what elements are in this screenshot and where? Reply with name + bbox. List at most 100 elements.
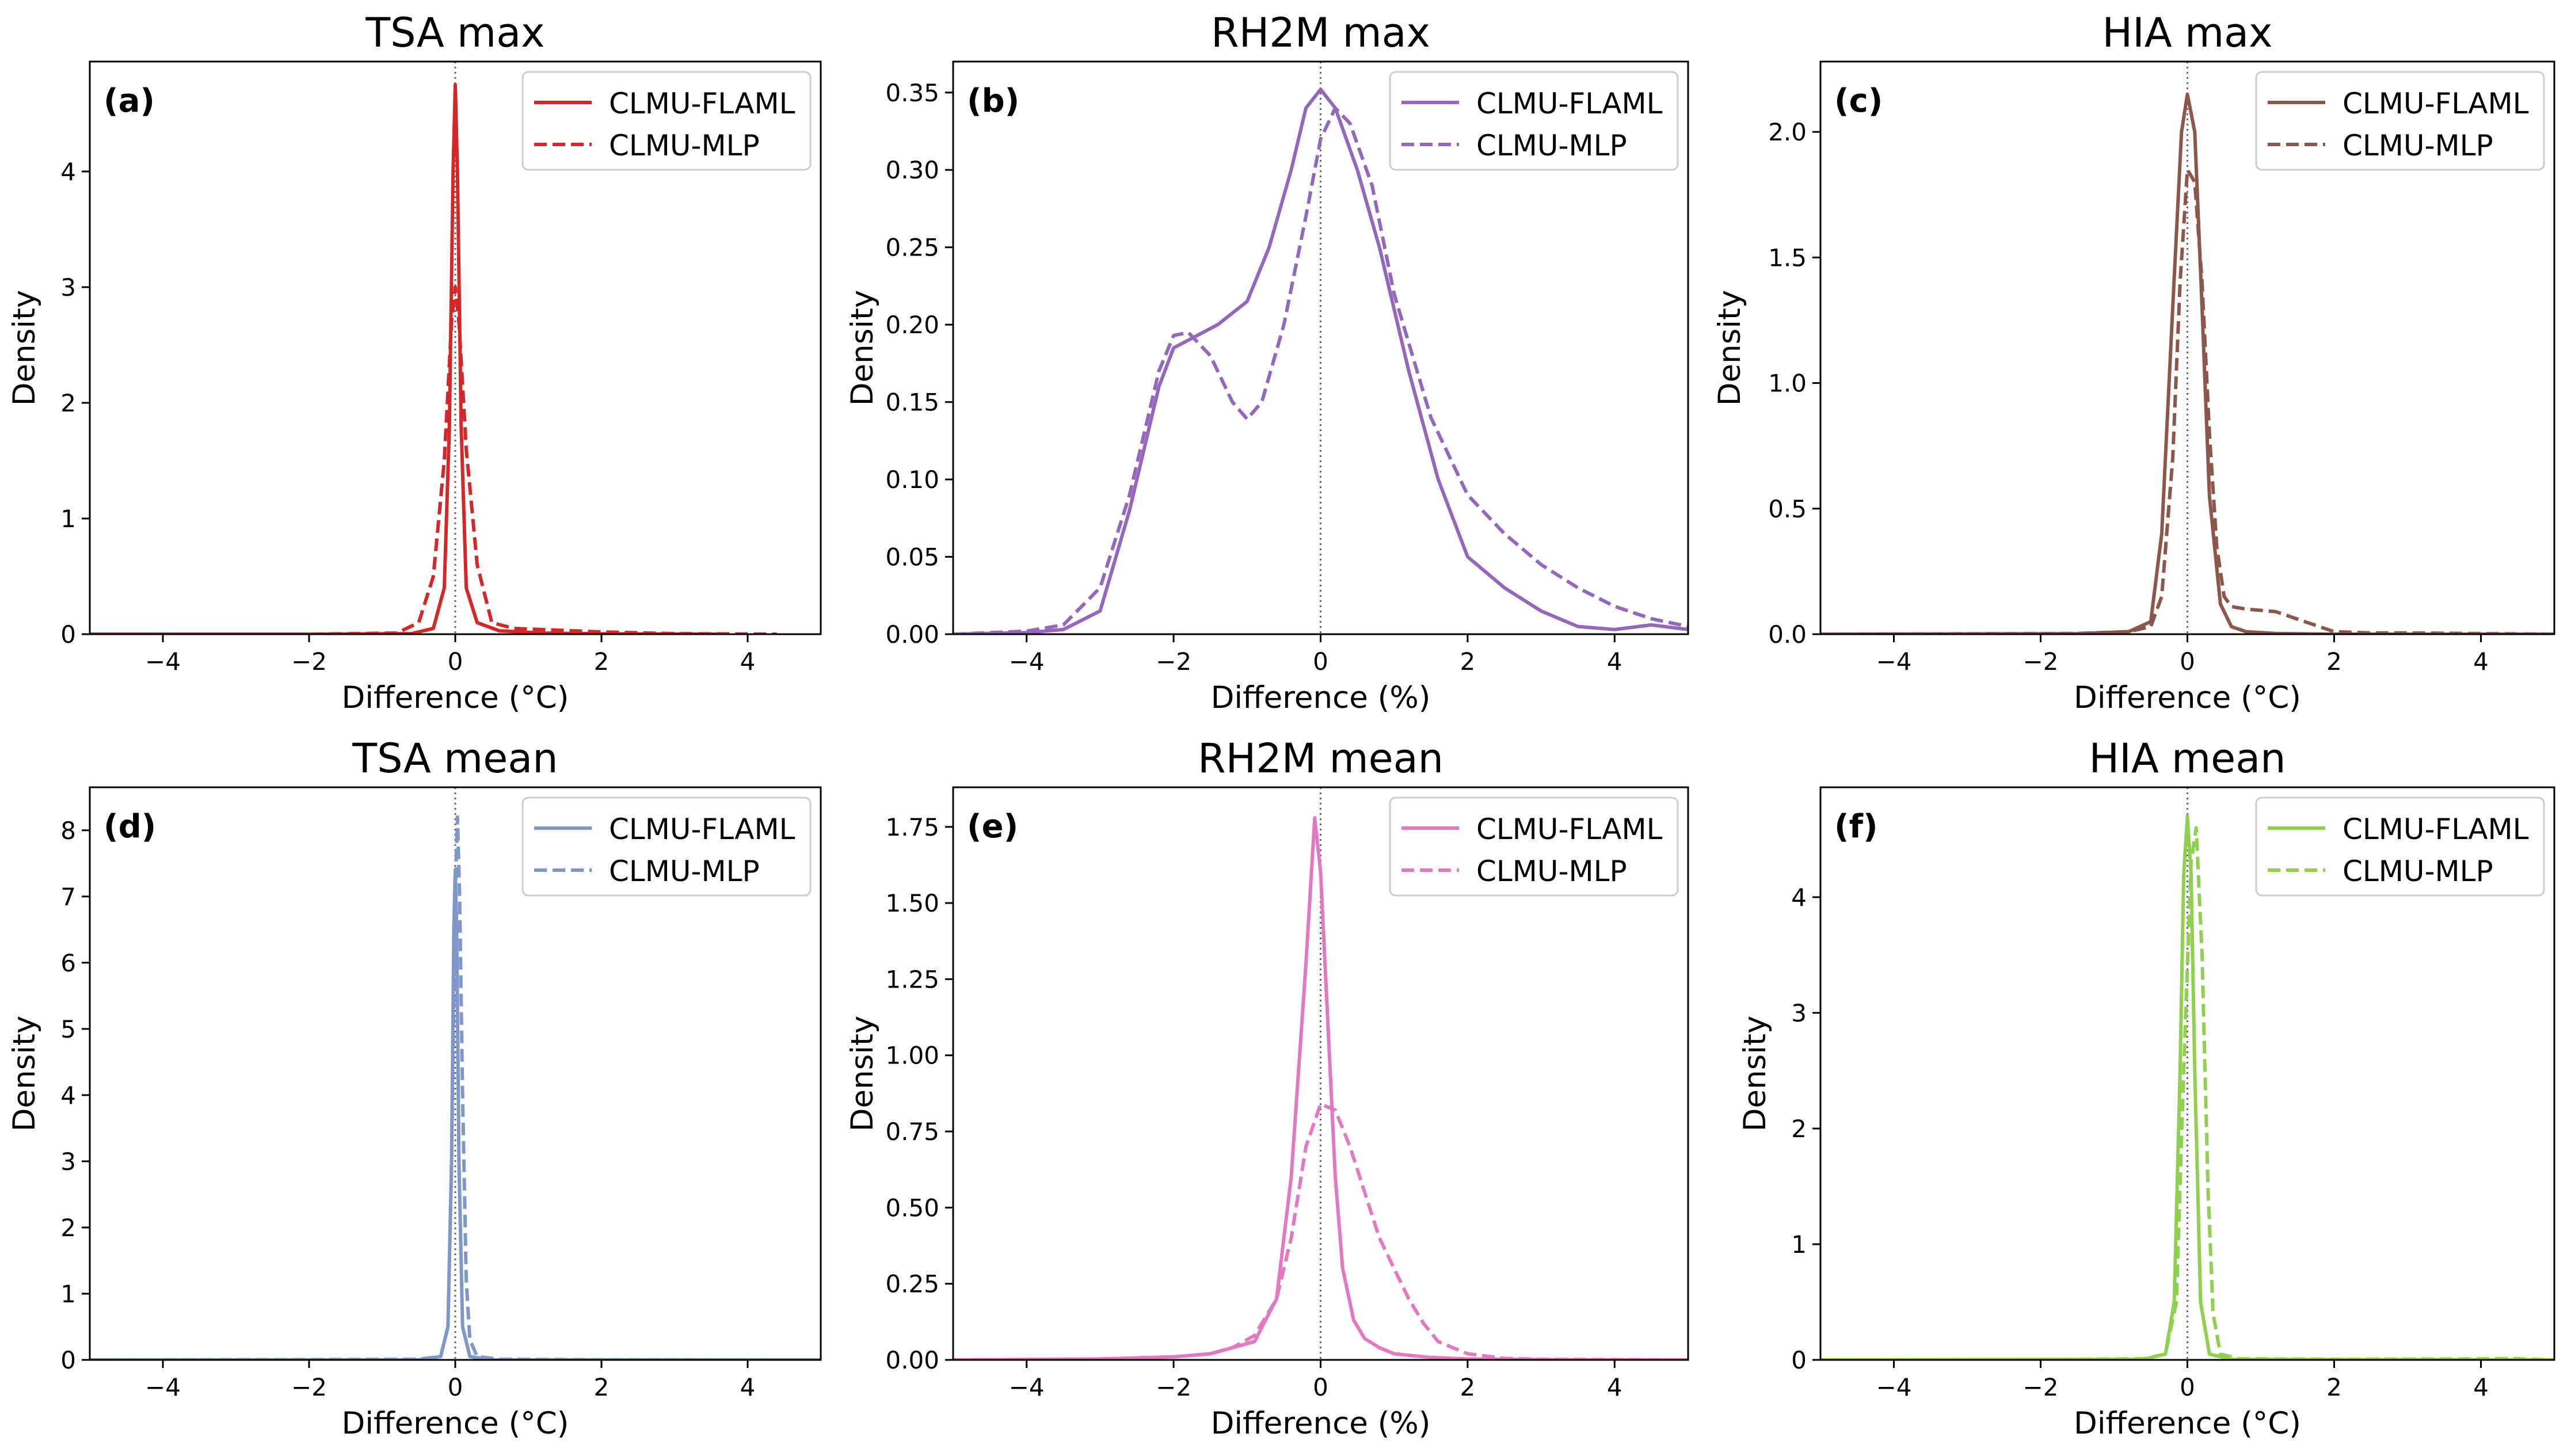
chart-title: TSA max <box>365 9 544 56</box>
y-tick-label: 0.00 <box>885 620 939 649</box>
y-axis-label: Density <box>1738 1016 1773 1132</box>
legend-label: CLMU-MLP <box>2343 129 2493 162</box>
x-tick-label: 4 <box>740 1373 756 1401</box>
plot-frame <box>1819 60 2555 635</box>
legend-label: CLMU-MLP <box>2343 855 2493 888</box>
y-tick-label: 1 <box>60 505 76 533</box>
x-tick-label: 2 <box>1460 1373 1476 1401</box>
panel-label: (e) <box>967 808 1018 845</box>
chart-title: TSA mean <box>352 735 558 782</box>
y-tick-label: 0.15 <box>885 388 939 417</box>
y-tick-label: 2 <box>60 389 76 417</box>
y-tick-label: 2 <box>1791 1115 1807 1143</box>
y-tick-label: 6 <box>60 949 76 977</box>
x-axis-label: Difference (%) <box>1211 1406 1431 1441</box>
y-tick-label: 0.35 <box>885 79 939 107</box>
y-tick-label: 0.05 <box>885 543 939 571</box>
plot-frame <box>1819 786 2555 1361</box>
x-axis-label: Difference (°C) <box>2074 680 2301 715</box>
x-tick-label: −2 <box>291 647 327 676</box>
x-tick-label: −4 <box>145 647 181 676</box>
y-tick-label: 4 <box>60 158 76 186</box>
x-tick-label: 0 <box>448 647 463 676</box>
chart-title: HIA mean <box>2089 735 2286 782</box>
x-tick-label: 0 <box>1313 1373 1328 1401</box>
legend-label: CLMU-MLP <box>609 129 760 162</box>
y-tick-label: 0.75 <box>885 1118 939 1146</box>
x-tick-label: 2 <box>594 647 610 676</box>
x-tick-label: −2 <box>1156 647 1191 676</box>
plot-frame <box>952 60 1689 635</box>
x-tick-label: 4 <box>2473 647 2489 676</box>
x-tick-label: 4 <box>1607 647 1622 676</box>
y-tick-label: 0.25 <box>885 1270 939 1298</box>
y-tick-label: 5 <box>60 1015 76 1043</box>
legend-label: CLMU-FLAML <box>2343 813 2529 846</box>
plot-frame <box>89 786 822 1361</box>
y-tick-label: 0.10 <box>885 466 939 494</box>
panel-label: (f) <box>1834 808 1878 845</box>
x-tick-label: −4 <box>145 1373 181 1401</box>
x-tick-label: 2 <box>594 1373 610 1401</box>
series-line-clmu-mlp <box>953 1102 1688 1360</box>
chart-panel-6: HIA mean −4 −2 0 2 4 0 1 2 3 4 Difference (°C) Densi… <box>1738 735 2555 1441</box>
x-tick-label: −4 <box>1876 647 1912 676</box>
y-tick-label: 1 <box>60 1280 76 1308</box>
y-tick-label: 1.0 <box>1768 369 1807 398</box>
y-tick-label: 1.5 <box>1768 243 1807 272</box>
y-tick-label: 3 <box>60 1148 76 1176</box>
y-tick-label: 0.0 <box>1768 620 1807 649</box>
chart-panel-3: HIA max −4 −2 0 2 4 0.0 0.5 1.0 1.5 2.0 Difference … <box>1712 9 2555 715</box>
x-tick-label: 2 <box>2326 647 2342 676</box>
x-tick-label: 0 <box>1313 647 1328 676</box>
y-tick-label: 1.00 <box>885 1042 939 1070</box>
legend-box <box>521 796 812 897</box>
y-tick-label: 2 <box>60 1214 76 1242</box>
y-tick-label: 4 <box>1791 883 1807 912</box>
series-line-clmu-flaml <box>1820 814 2554 1360</box>
x-tick-label: 4 <box>740 647 756 676</box>
chart-title: RH2M max <box>1211 9 1430 56</box>
x-tick-label: 4 <box>1607 1373 1622 1401</box>
y-tick-label: 7 <box>60 883 76 911</box>
series-line-clmu-mlp <box>1820 167 2554 634</box>
x-axis-label: Difference (%) <box>1211 680 1431 715</box>
x-tick-label: −2 <box>1156 1373 1191 1401</box>
y-axis-label: Density <box>845 290 880 406</box>
x-axis-label: Difference (°C) <box>342 680 569 715</box>
legend-label: CLMU-FLAML <box>2343 87 2529 120</box>
chart-panel-4: TSA mean −4 −2 0 2 4 0 1 2 3 4 5 6 7 8 Difference (°C) D… <box>7 735 822 1441</box>
legend-box <box>1389 71 1679 171</box>
y-tick-label: 3 <box>1791 999 1807 1027</box>
x-tick-label: 2 <box>2326 1373 2342 1401</box>
x-tick-label: −2 <box>291 1373 327 1401</box>
y-tick-label: 8 <box>60 817 76 845</box>
x-axis-label: Difference (°C) <box>342 1406 569 1441</box>
y-tick-label: 0.20 <box>885 311 939 339</box>
series-line-clmu-flaml <box>953 815 1688 1360</box>
x-tick-label: 4 <box>2473 1373 2489 1401</box>
x-tick-label: −2 <box>2023 647 2059 676</box>
x-tick-label: −4 <box>1876 1373 1912 1401</box>
x-tick-label: 0 <box>448 1373 463 1401</box>
plot-frame <box>952 786 1689 1361</box>
y-axis-label: Density <box>7 290 42 406</box>
x-tick-label: −4 <box>1009 647 1045 676</box>
y-tick-label: 0 <box>60 1346 76 1374</box>
y-axis-label: Density <box>845 1016 880 1132</box>
x-tick-label: −2 <box>2023 1373 2059 1401</box>
y-tick-label: 1 <box>1791 1230 1807 1259</box>
series-line-clmu-flaml <box>953 87 1688 634</box>
legend-box <box>1389 796 1679 897</box>
panel-label: (d) <box>104 808 156 845</box>
y-tick-label: 0 <box>1791 1346 1807 1374</box>
y-tick-label: 0.5 <box>1768 495 1807 523</box>
chart-title: RH2M mean <box>1198 735 1443 782</box>
panel-label: (b) <box>967 82 1019 120</box>
legend-label: CLMU-FLAML <box>1476 813 1663 846</box>
series-line-clmu-mlp <box>953 106 1688 634</box>
y-tick-label: 4 <box>60 1081 76 1110</box>
series-line-clmu-flaml <box>1820 92 2554 634</box>
legend-label: CLMU-MLP <box>1476 129 1627 162</box>
y-tick-label: 2.0 <box>1768 118 1807 146</box>
